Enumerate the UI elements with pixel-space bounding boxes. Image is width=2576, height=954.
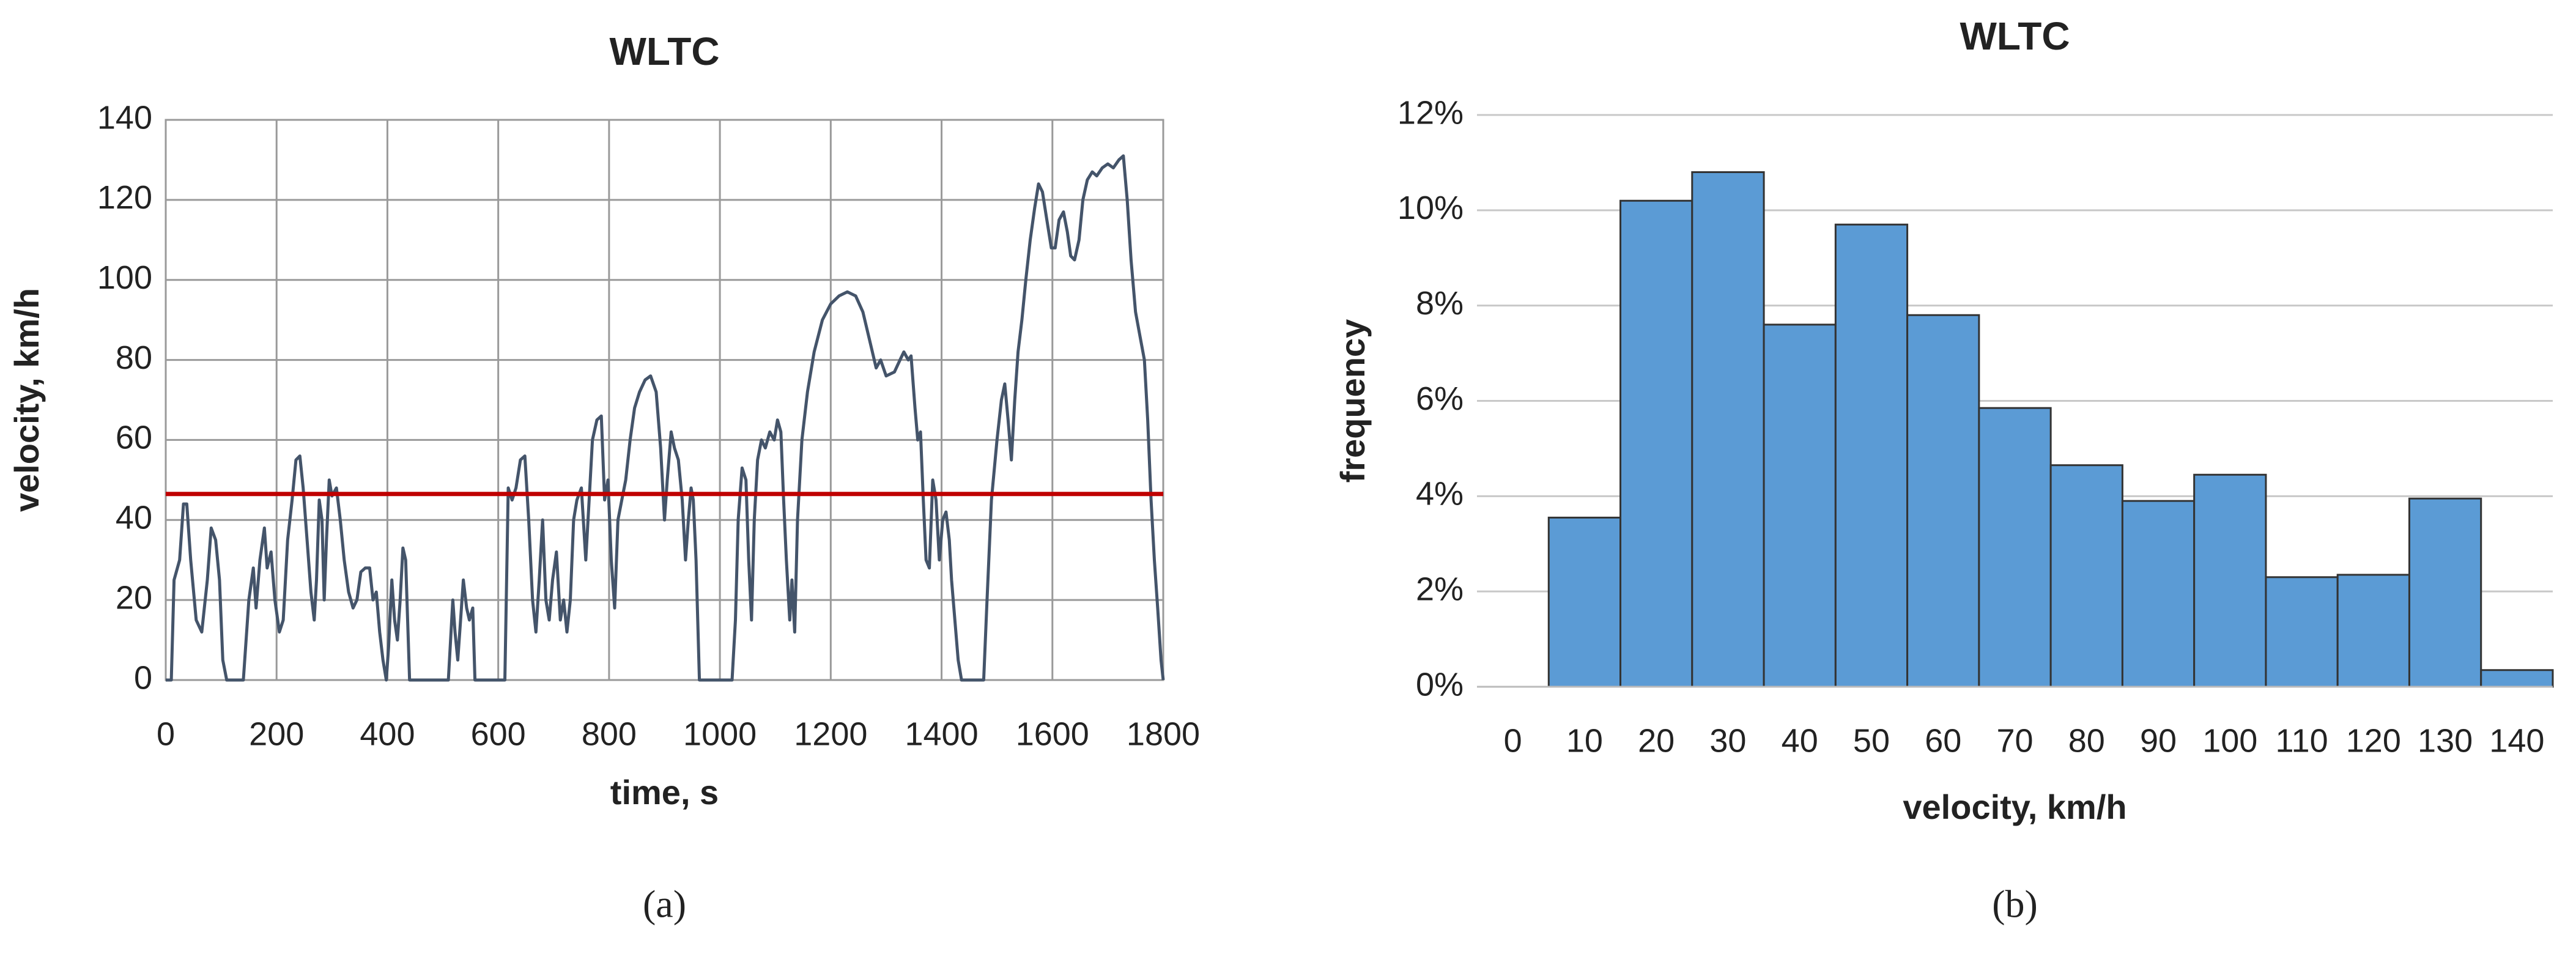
bar — [1691, 171, 1765, 688]
y-tick-label: 12% — [1397, 94, 1464, 131]
x-tick-label: 0 — [157, 716, 175, 752]
x-tick-label: 400 — [360, 716, 415, 752]
x-tick-label: 1200 — [794, 716, 867, 752]
x-tick-label: 10 — [1566, 722, 1603, 759]
plot-border — [165, 119, 1164, 681]
x-tick-label: 0 — [1504, 722, 1522, 759]
bar — [1547, 516, 1622, 688]
x-tick-label: 600 — [471, 716, 526, 752]
bar — [2193, 473, 2267, 688]
x-tick-label: 90 — [2140, 722, 2177, 759]
x-tick-label: 1800 — [1127, 716, 1200, 752]
y-axis-title: frequency — [1333, 319, 1372, 483]
bar — [1906, 314, 1980, 688]
velocity-line — [166, 154, 1165, 682]
bar — [2480, 669, 2554, 688]
y-tick-label: 40 — [116, 500, 152, 536]
x-tick-label: 130 — [2418, 722, 2473, 759]
y-tick-label: 0% — [1416, 666, 1464, 703]
bar — [2121, 500, 2196, 688]
bar — [2265, 576, 2339, 688]
x-tick-label: 1000 — [683, 716, 757, 752]
x-tick-label: 120 — [2346, 722, 2401, 759]
x-tick-label: 80 — [2068, 722, 2105, 759]
x-tick-label: 200 — [249, 716, 304, 752]
x-tick-label: 1400 — [905, 716, 978, 752]
y-tick-label: 6% — [1416, 380, 1464, 417]
x-tick-label: 110 — [2276, 722, 2328, 759]
x-axis-title: velocity, km/h — [1903, 788, 2126, 826]
x-tick-label: 800 — [582, 716, 637, 752]
x-axis-title: time, s — [610, 773, 719, 812]
caption: (a) — [643, 882, 686, 926]
x-tick-label: 60 — [1925, 722, 1961, 759]
bar — [1763, 324, 1837, 688]
bar — [2336, 574, 2410, 688]
chart-title: WLTC — [1960, 14, 2070, 58]
chart-title: WLTC — [609, 29, 719, 73]
y-tick-label: 0 — [134, 659, 152, 696]
y-tick-label: 20 — [116, 579, 152, 616]
x-tick-label: 40 — [1782, 722, 1818, 759]
y-tick-label: 4% — [1416, 476, 1464, 512]
x-tick-label: 50 — [1853, 722, 1890, 759]
x-tick-label: 30 — [1709, 722, 1746, 759]
x-tick-label: 1600 — [1016, 716, 1089, 752]
caption: (b) — [1992, 882, 2038, 926]
x-tick-label: 20 — [1638, 722, 1675, 759]
x-tick-label: 100 — [2202, 722, 2257, 759]
y-tick-label: 80 — [116, 339, 152, 376]
bar — [2408, 497, 2482, 688]
y-tick-label: 120 — [97, 179, 152, 216]
y-tick-label: 10% — [1397, 190, 1464, 226]
bar — [1978, 407, 2052, 688]
x-tick-label: 70 — [1996, 722, 2033, 759]
y-tick-label: 2% — [1416, 571, 1464, 607]
y-tick-label: 140 — [97, 99, 152, 136]
x-tick-label: 140 — [2489, 722, 2544, 759]
y-tick-label: 100 — [97, 259, 152, 296]
y-axis-title: velocity, km/h — [7, 288, 46, 512]
bar — [1834, 223, 1909, 688]
y-tick-label: 60 — [116, 420, 152, 456]
y-tick-label: 8% — [1416, 285, 1464, 322]
bar — [2049, 464, 2123, 688]
bar — [1619, 199, 1693, 688]
